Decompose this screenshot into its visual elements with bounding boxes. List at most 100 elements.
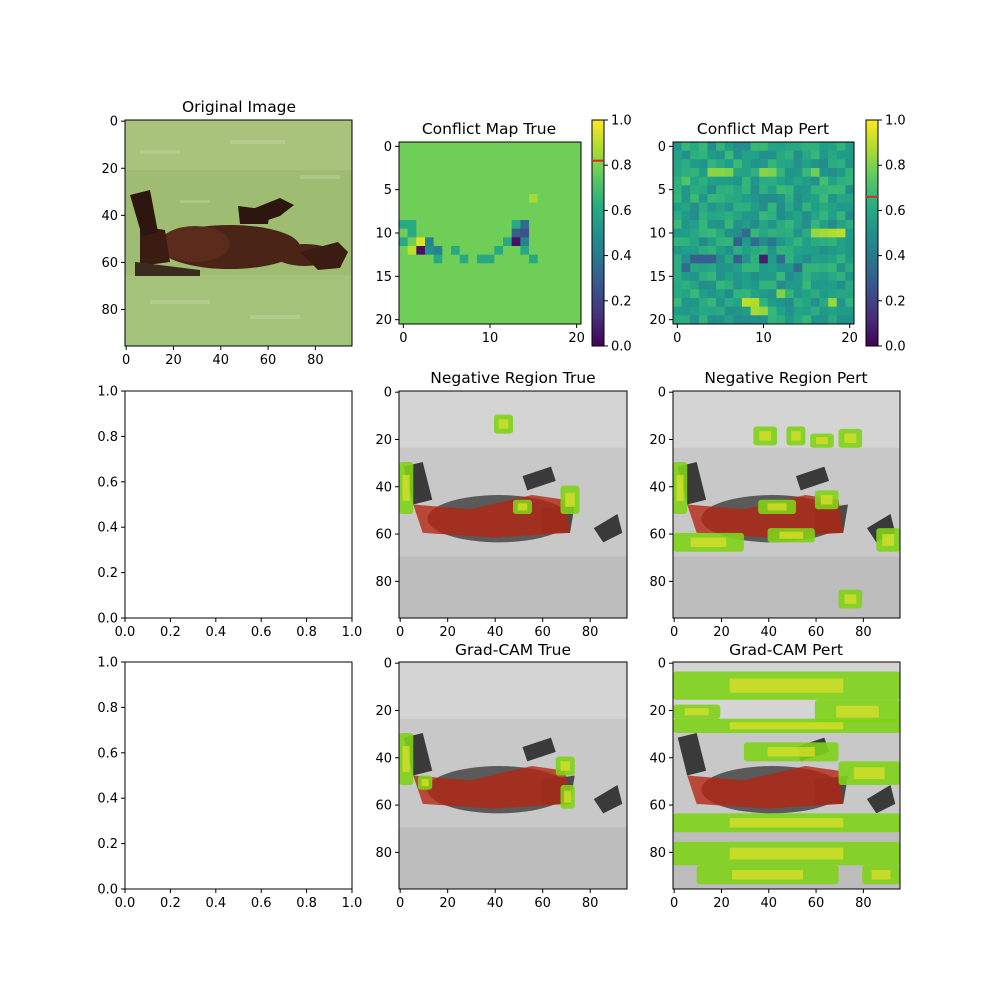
heatmap-cell [433,298,443,308]
heatmap-cell [681,194,691,204]
heatmap-cell [690,211,700,221]
heatmap-cell [407,280,417,290]
heatmap-cell [537,306,547,316]
heatmap-cell [433,211,443,221]
heatmap-cell [520,168,530,178]
y-tick-label: 40 [375,751,392,766]
heatmap-cell [750,194,760,204]
heatmap-cell [767,211,777,221]
yellow-overlay [690,537,727,548]
heatmap-cell [690,254,700,264]
heatmap-cell [828,150,838,160]
heatmap-cell [828,237,838,247]
heatmap-cell [433,280,443,290]
heatmap-cell [425,150,435,160]
heatmap-cell [759,289,769,299]
heatmap-cell [503,263,513,273]
heatmap-cell [511,194,521,204]
heatmap-cell [767,289,777,299]
heatmap-cell [673,280,683,290]
heatmap-cell [741,202,751,212]
heatmap-cell [819,202,829,212]
x-tick-label: 80 [307,353,324,368]
heatmap-cell [451,142,461,152]
heatmap-cell [459,306,469,316]
grass-band [673,556,900,618]
horse-leg [522,466,556,491]
heatmap-cell [802,211,812,221]
heatmap-cell [572,306,582,316]
heatmap-cell [425,185,435,195]
heatmap-cell [442,194,452,204]
heatmap-cell [399,263,409,273]
yellow-overlay [779,531,804,539]
heatmap-cell [716,185,726,195]
heatmap-cell [511,176,521,186]
heatmap-cell [563,176,573,186]
heatmap-cell [520,185,530,195]
heatmap-cell [537,150,547,160]
heatmap-cell [819,237,829,247]
heatmap-cell [802,272,812,282]
heatmap-cell [785,272,795,282]
heatmap-cell [399,211,409,221]
red-overlay [413,766,570,809]
heatmap-cell [477,246,487,256]
heatmap-cell [503,228,513,238]
heatmap-cell [698,272,708,282]
heatmap-cell [819,168,829,178]
heatmap-cell [433,306,443,316]
heatmap-cell [442,220,452,230]
heatmap-cell [785,220,795,230]
heatmap-cell [716,246,726,256]
heatmap-cell [546,272,556,282]
heatmap-cell [477,202,487,212]
heatmap-cell [828,246,838,256]
heatmap-cell [724,142,734,152]
heatmap-cell [845,220,855,230]
heatmap-cell [724,150,734,160]
heatmap-cell [690,159,700,169]
heatmap-cell [741,246,751,256]
x-tick-label: 1.0 [342,625,363,640]
heatmap-cell [477,306,487,316]
heatmap-cell [828,289,838,299]
heatmap-cell [468,246,478,256]
heatmap-cell [520,237,530,247]
colorbar-conflict-true: 0.0 0.2 0.4 0.6 0.8 1.0 [591,114,632,355]
heatmap-cell [572,168,582,178]
heatmap-cell [733,237,743,247]
heatmap-cell [802,142,812,152]
heatmap-cell [399,315,409,325]
x-tick-label: 0.2 [160,896,181,911]
heatmap-cell [425,194,435,204]
heatmap-cell [485,220,495,230]
heatmap-cell [759,280,769,290]
colorbar-tick-label: 0.8 [885,159,906,174]
heatmap-cell [529,289,539,299]
heatmap-cell [793,254,803,264]
heatmap-cell [767,194,777,204]
yellow-overlay [882,534,895,546]
heatmap-cell [785,185,795,195]
heatmap-cell [810,194,820,204]
heatmap-cell [555,150,565,160]
heatmap-cell [407,246,417,256]
y-tick-label: 20 [649,433,666,448]
heatmap-cell [416,315,426,325]
heatmap-cell [836,306,846,316]
heatmap-cell [819,194,829,204]
heatmap-cell [802,202,812,212]
heatmap-cell [468,289,478,299]
heatmap-cell [836,185,846,195]
heatmap-cell [759,150,769,160]
heatmap-cell [681,280,691,290]
y-tick-label: 0.8 [97,701,118,716]
heatmap-cell [511,202,521,212]
heatmap-cell [459,202,469,212]
heatmap-cell [468,176,478,186]
heatmap-cell [707,246,717,256]
heatmap-cell [828,263,838,273]
heatmap-cell [828,194,838,204]
yellow-overlay [729,847,844,860]
